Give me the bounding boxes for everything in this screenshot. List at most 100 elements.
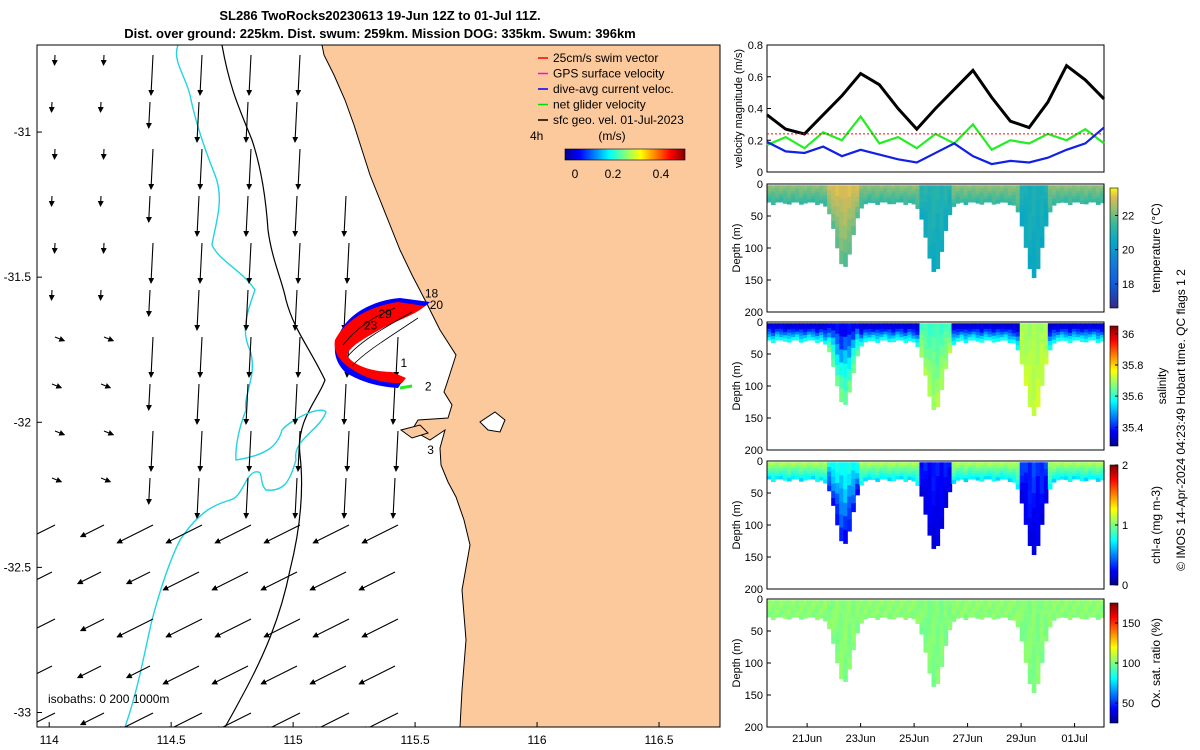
section-cell (787, 465, 792, 470)
section-cell (899, 462, 905, 466)
section-cell (891, 185, 896, 189)
section-cell (1075, 193, 1081, 197)
section-cell (799, 600, 804, 605)
section-cell (1015, 479, 1021, 485)
section-cell (1019, 357, 1025, 365)
section-cell (867, 608, 872, 613)
section-cell (887, 188, 892, 192)
track-red-band (334, 302, 425, 384)
section-cell (819, 477, 824, 481)
section-cell (1055, 462, 1061, 466)
section-cell (1031, 539, 1037, 556)
section-cell (867, 611, 872, 616)
section-cell (843, 212, 848, 227)
section-cell (831, 462, 836, 471)
section-cell (975, 609, 981, 613)
velocity-arrow (79, 712, 105, 726)
velocity-y-tick-label: 0 (757, 167, 763, 179)
section-cell (831, 221, 836, 229)
section-cell (943, 323, 949, 332)
section-cell (1083, 603, 1089, 608)
velocity-arrow (79, 524, 105, 538)
section-cell (1075, 603, 1081, 607)
section-cell (843, 185, 848, 200)
section-cell (843, 239, 848, 254)
section-cell (863, 612, 868, 617)
section-cell (811, 323, 816, 327)
section-cell (1083, 462, 1089, 466)
section-cell (1075, 465, 1081, 469)
rottnest-island (399, 424, 429, 439)
section-cell (939, 367, 945, 379)
section-cell (847, 646, 852, 659)
colorbar-tick-label: 35.6 (1122, 391, 1143, 403)
section-cell (875, 612, 880, 617)
section-cell (1035, 600, 1041, 615)
section-cell (1031, 508, 1037, 525)
section-cell (847, 357, 852, 370)
section-y-tick-label: 200 (745, 307, 763, 319)
section-cell (803, 476, 808, 481)
velocity-arrow (341, 477, 348, 519)
section-cell (899, 328, 905, 333)
section-cell (1035, 489, 1041, 505)
section-cell (1003, 465, 1009, 469)
section-cell (807, 199, 812, 203)
velocity-arrow (103, 430, 115, 436)
section-cell (807, 467, 812, 472)
velocity-arrow (312, 618, 350, 638)
section-cell (835, 206, 840, 218)
section-cell (1039, 641, 1045, 653)
section-cell (767, 614, 772, 618)
section-cell (799, 338, 804, 343)
section-cell (899, 465, 905, 469)
section-cell (1011, 336, 1017, 341)
section-cell (1083, 191, 1089, 196)
section-cell (1087, 467, 1093, 472)
section-y-tick-label: 0 (757, 594, 763, 606)
section-cell (771, 329, 776, 334)
section-cell (883, 605, 888, 610)
section-cell (1087, 476, 1093, 480)
section-cell (867, 600, 872, 604)
section-cell (1023, 503, 1029, 515)
section-cell (955, 338, 961, 342)
section-cell (911, 603, 917, 608)
section-cell (1031, 231, 1037, 248)
section-cell (1087, 188, 1093, 192)
section-cell (1091, 476, 1097, 480)
section-cell (815, 475, 820, 479)
section-cell (899, 337, 905, 341)
section-cell (1011, 465, 1017, 470)
section-cell (767, 476, 772, 480)
section-cell (935, 351, 941, 366)
section-cell (1091, 190, 1097, 195)
section-cell (975, 185, 981, 189)
section-cell (975, 603, 981, 607)
section-cell (791, 608, 796, 612)
section-cell (935, 323, 941, 338)
section-cell (999, 614, 1005, 618)
section-cell (891, 462, 896, 466)
velocity-arrow (243, 289, 250, 331)
section-cell (879, 337, 884, 341)
section-cell (1087, 328, 1093, 333)
section-cell (959, 603, 965, 607)
colorbar-tick-label: 36 (1122, 329, 1134, 341)
section-cell (835, 216, 840, 228)
section-cell (771, 616, 776, 621)
section-cell (1047, 484, 1053, 490)
section-cell (823, 610, 828, 615)
section-cell (803, 465, 808, 469)
section-cell (975, 474, 981, 478)
section-cell (891, 194, 896, 199)
section-cell (787, 471, 792, 476)
section-cell (895, 337, 900, 341)
section-cell (815, 471, 820, 476)
section-cell (1087, 608, 1093, 612)
section-cell (991, 185, 997, 190)
section-cell (1035, 323, 1041, 338)
section-y-tick-label: 200 (745, 584, 763, 596)
section-cell (947, 328, 953, 334)
section-cell (1015, 466, 1021, 472)
